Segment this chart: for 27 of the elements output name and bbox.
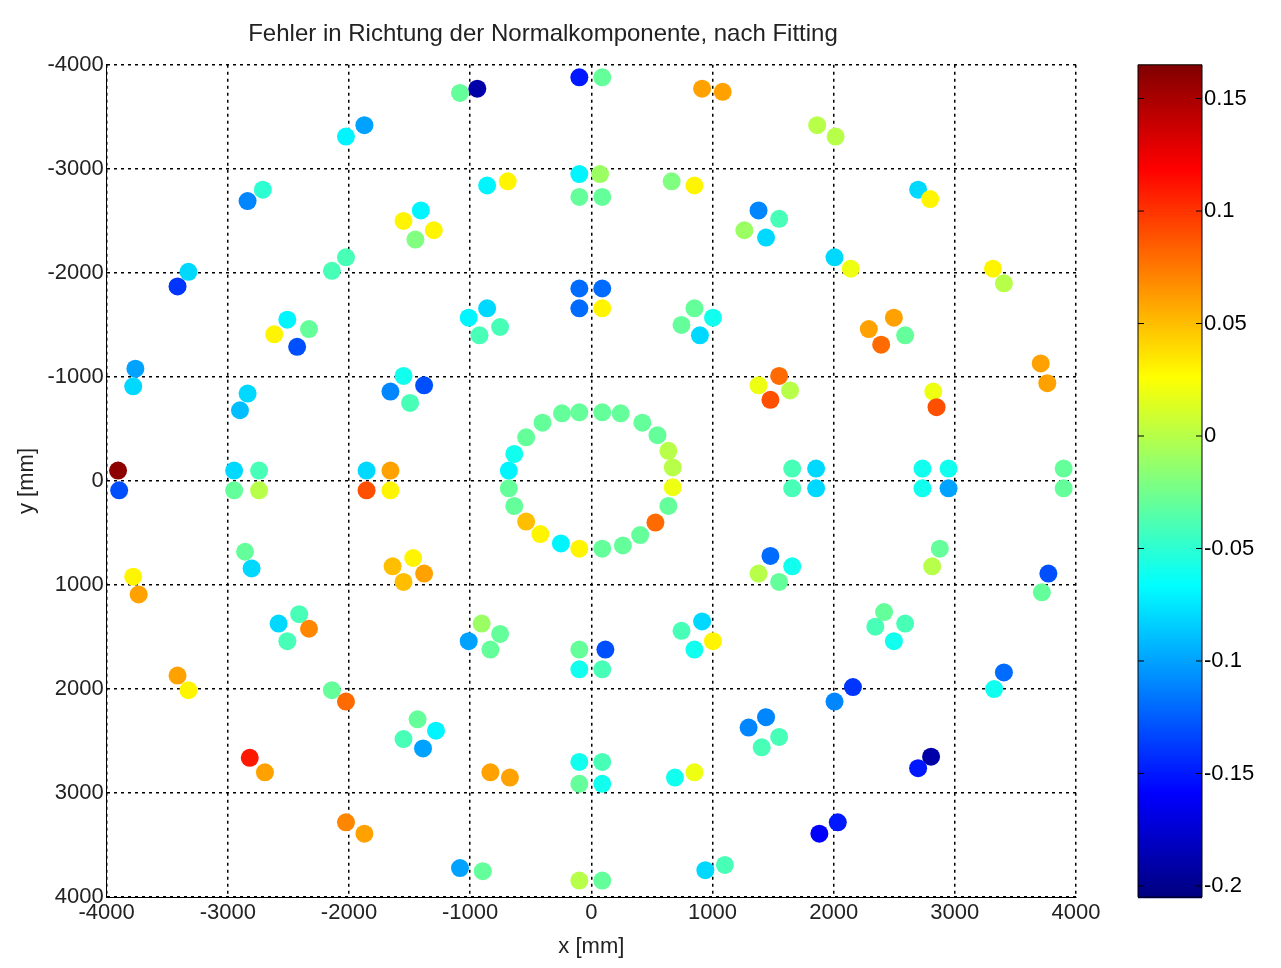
x-tick-label: 4000	[1051, 899, 1101, 925]
y-tick-label: -2000	[47, 258, 104, 284]
y-tick-label: 2000	[54, 675, 104, 701]
color-bar-label: -0.1	[1204, 647, 1242, 673]
color-bar-label: -0.15	[1204, 759, 1255, 785]
x-tick-label: -3000	[199, 899, 256, 925]
x-axis-title: x [mm]	[558, 932, 625, 958]
x-tick-label: -2000	[320, 899, 378, 925]
color-bar-label: 0.15	[1204, 84, 1247, 110]
y-tick-label: 3000	[54, 779, 104, 805]
y-tick-label: 1000	[54, 571, 104, 597]
x-tick-label: 1000	[688, 899, 737, 925]
chart-title: Fehler in Richtung der Normalkomponente, nach Fitting	[248, 19, 838, 47]
x-tick-label: -1000	[442, 899, 499, 925]
x-tick-label: 0	[585, 899, 598, 925]
y-tick-label: 0	[91, 467, 104, 493]
y-axis-title: y [mm]	[13, 448, 39, 514]
y-tick-label: -3000	[47, 154, 104, 180]
color-bar-label: -0.2	[1204, 872, 1242, 898]
y-tick-label: -4000	[47, 50, 104, 76]
x-tick-label: 2000	[809, 899, 859, 925]
x-tick-label: 3000	[930, 899, 980, 925]
y-tick-label: -1000	[47, 363, 104, 389]
color-bar-label: -0.05	[1204, 534, 1255, 560]
color-bar-label: 0.05	[1204, 309, 1247, 335]
color-bar-label: 0.1	[1204, 197, 1235, 223]
color-bar-label: 0	[1204, 422, 1217, 448]
